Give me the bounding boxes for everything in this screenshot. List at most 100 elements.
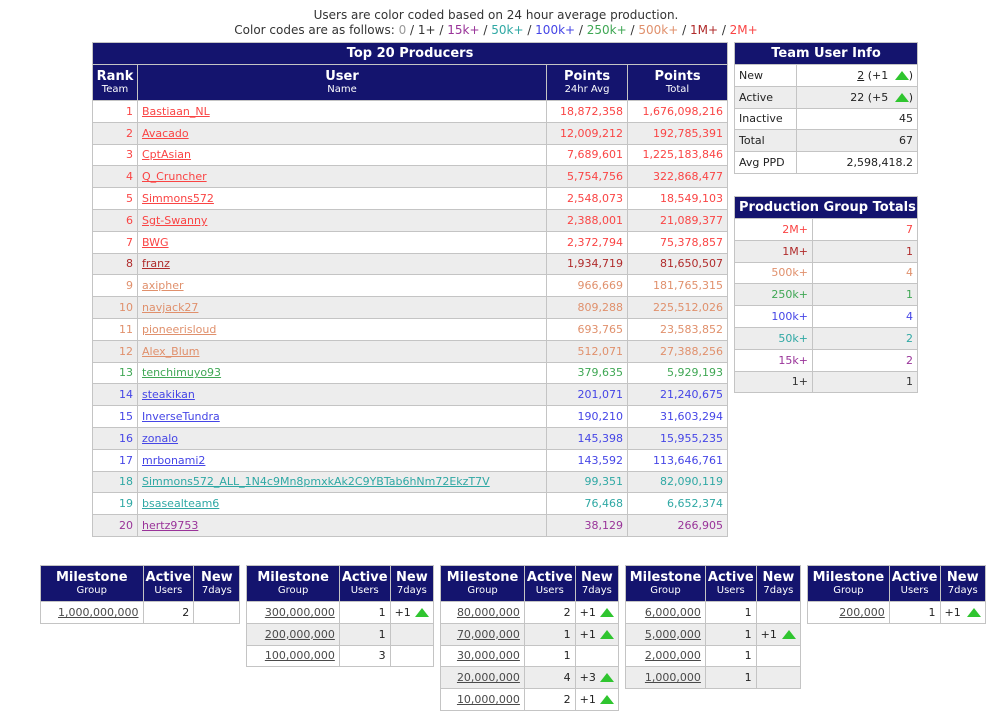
milestone-group-link[interactable]: 300,000,000 [265,606,335,619]
column-header-main: New [578,570,616,585]
producer-user-link[interactable]: Q_Cruncher [142,170,207,183]
milestone-group-link[interactable]: 100,000,000 [265,649,335,662]
column-header-main: Active [527,570,573,585]
producer-user-link[interactable]: bsasealteam6 [142,497,219,510]
milestone-new-7days [756,645,800,667]
producer-rank: 16 [93,427,138,449]
milestone-group-link[interactable]: 1,000,000,000 [58,606,138,619]
milestone-group-link[interactable]: 200,000 [839,606,885,619]
milestone-new-content: +1 [395,606,430,619]
milestone-group-link[interactable]: 1,000,000 [645,671,701,684]
production-group-row: 2M+7 [735,218,918,240]
milestone-new-7days [756,601,800,623]
milestone-new-count: +1 [580,628,596,641]
milestone-new-content: +1 [580,606,614,619]
intro-text: Users are color coded based on 24 hour a… [0,0,992,38]
producer-points-avg: 12,009,212 [547,122,628,144]
milestone-new-7days: +1 [575,689,618,711]
team-info-label: Active [735,86,797,108]
color-code-label: 50k+ [491,23,523,37]
milestone-group-cell: 30,000,000 [441,645,525,667]
milestone-row: 5,000,0001+1 [626,623,801,645]
legend-separator: / [627,23,639,37]
producer-user-cell: axipher [138,275,547,297]
producer-user-link[interactable]: pioneerisloud [142,323,216,336]
producer-user-link[interactable]: franz [142,257,170,270]
producer-rank: 17 [93,449,138,471]
producer-user-cell: InverseTundra [138,406,547,428]
producer-user-link[interactable]: Alex_Blum [142,345,199,358]
producer-user-cell: Alex_Blum [138,340,547,362]
column-header-main: New [196,570,237,585]
producer-row: 16zonalo145,39815,955,235 [93,427,728,449]
production-group-count: 4 [813,306,918,328]
producer-points-avg: 2,548,073 [547,188,628,210]
column-header: New7days [194,565,240,601]
milestone-group-link[interactable]: 6,000,000 [645,606,701,619]
column-header-sub: 24hr Avg [549,84,625,96]
producer-user-link[interactable]: hertz9753 [142,519,198,532]
milestones-section: MilestoneGroupActiveUsersNew7days1,000,0… [40,565,992,711]
milestone-group-link[interactable]: 5,000,000 [645,628,701,641]
production-group-count: 4 [813,262,918,284]
producer-points-total: 6,652,374 [628,493,728,515]
producers-body: 1Bastiaan_NL18,872,3581,676,098,2162Avac… [93,101,728,537]
producer-rank: 2 [93,122,138,144]
producer-user-link[interactable]: axipher [142,279,184,292]
producer-points-total: 21,089,377 [628,209,728,231]
milestone-group-link[interactable]: 10,000,000 [457,693,520,706]
production-group-count: 1 [813,284,918,306]
producer-rank: 9 [93,275,138,297]
column-header: MilestoneGroup [808,565,890,601]
team-info-row: Active22 (+5 ) [735,86,918,108]
producer-user-link[interactable]: steakikan [142,388,195,401]
milestone-row: 70,000,0001+1 [441,623,619,645]
producer-user-link[interactable]: Sgt-Swanny [142,214,207,227]
column-header-sub: Users [342,585,388,597]
milestone-group-link[interactable]: 20,000,000 [457,671,520,684]
producer-user-link[interactable]: tenchimuyo93 [142,366,221,379]
milestone-group-link[interactable]: 30,000,000 [457,649,520,662]
column-header-sub: Team [95,84,135,96]
milestone-new-count: +3 [580,671,596,684]
milestone-new-content: +1 [580,628,614,641]
milestone-row: 80,000,0002+1 [441,601,619,623]
column-header-main: Points [549,69,625,84]
producer-user-link[interactable]: InverseTundra [142,410,220,423]
milestone-group-link[interactable]: 80,000,000 [457,606,520,619]
milestone-group-link[interactable]: 200,000,000 [265,628,335,641]
producer-user-cell: steakikan [138,384,547,406]
producer-user-link[interactable]: navjack27 [142,301,198,314]
producer-user-link[interactable]: mrbonami2 [142,454,205,467]
producer-user-link[interactable]: Simmons572 [142,192,214,205]
producer-points-avg: 693,765 [547,318,628,340]
team-info-value-number: 2,598,418.2 [847,156,913,169]
column-header-sub: Name [140,84,544,96]
milestone-row: 1,000,000,0002 [41,601,240,623]
milestone-column-headers: MilestoneGroupActiveUsersNew7days [626,565,801,601]
producer-points-avg: 201,071 [547,384,628,406]
production-group-row: 1M+1 [735,240,918,262]
producer-row: 3CptAsian7,689,6011,225,183,846 [93,144,728,166]
producer-points-avg: 7,689,601 [547,144,628,166]
milestone-group-cell: 2,000,000 [626,645,706,667]
column-header-sub: Users [892,585,938,597]
producer-user-link[interactable]: zonalo [142,432,178,445]
producer-points-total: 81,650,507 [628,253,728,275]
producer-user-link[interactable]: CptAsian [142,148,191,161]
producer-row: 2Avacado12,009,212192,785,391 [93,122,728,144]
producer-user-link[interactable]: Avacado [142,127,189,140]
milestone-group-link[interactable]: 70,000,000 [457,628,520,641]
producer-user-link[interactable]: Simmons572_ALL_1N4c9Mn8pmxkAk2C9YBTab6hN… [142,475,490,488]
column-header: PointsTotal [628,65,728,101]
producer-user-link[interactable]: Bastiaan_NL [142,105,210,118]
color-code-label: 1+ [418,23,436,37]
production-group-label: 50k+ [735,327,813,349]
producer-user-link[interactable]: BWG [142,236,169,249]
team-user-info-table: Team User Info New2 (+1 )Active22 (+5 )I… [734,42,918,174]
milestone-group-link[interactable]: 2,000,000 [645,649,701,662]
production-group-row: 500k+4 [735,262,918,284]
column-header-main: New [759,570,798,585]
milestone-column-headers: MilestoneGroupActiveUsersNew7days [808,565,986,601]
team-info-value-number[interactable]: 2 [857,69,864,82]
